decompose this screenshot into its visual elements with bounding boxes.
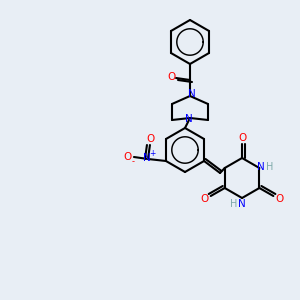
Text: +: + [149, 149, 155, 158]
Text: O: O [275, 194, 284, 204]
Text: O: O [201, 194, 209, 204]
Text: N: N [238, 199, 246, 209]
Text: N: N [185, 114, 193, 124]
Text: O: O [147, 134, 155, 144]
Text: O: O [167, 72, 175, 82]
Text: O: O [124, 152, 132, 162]
Text: -: - [131, 158, 134, 166]
Text: N: N [188, 89, 196, 99]
Text: N: N [143, 153, 151, 163]
Text: O: O [238, 133, 246, 143]
Text: H: H [266, 162, 273, 172]
Text: N: N [257, 162, 265, 172]
Text: H: H [230, 199, 238, 209]
